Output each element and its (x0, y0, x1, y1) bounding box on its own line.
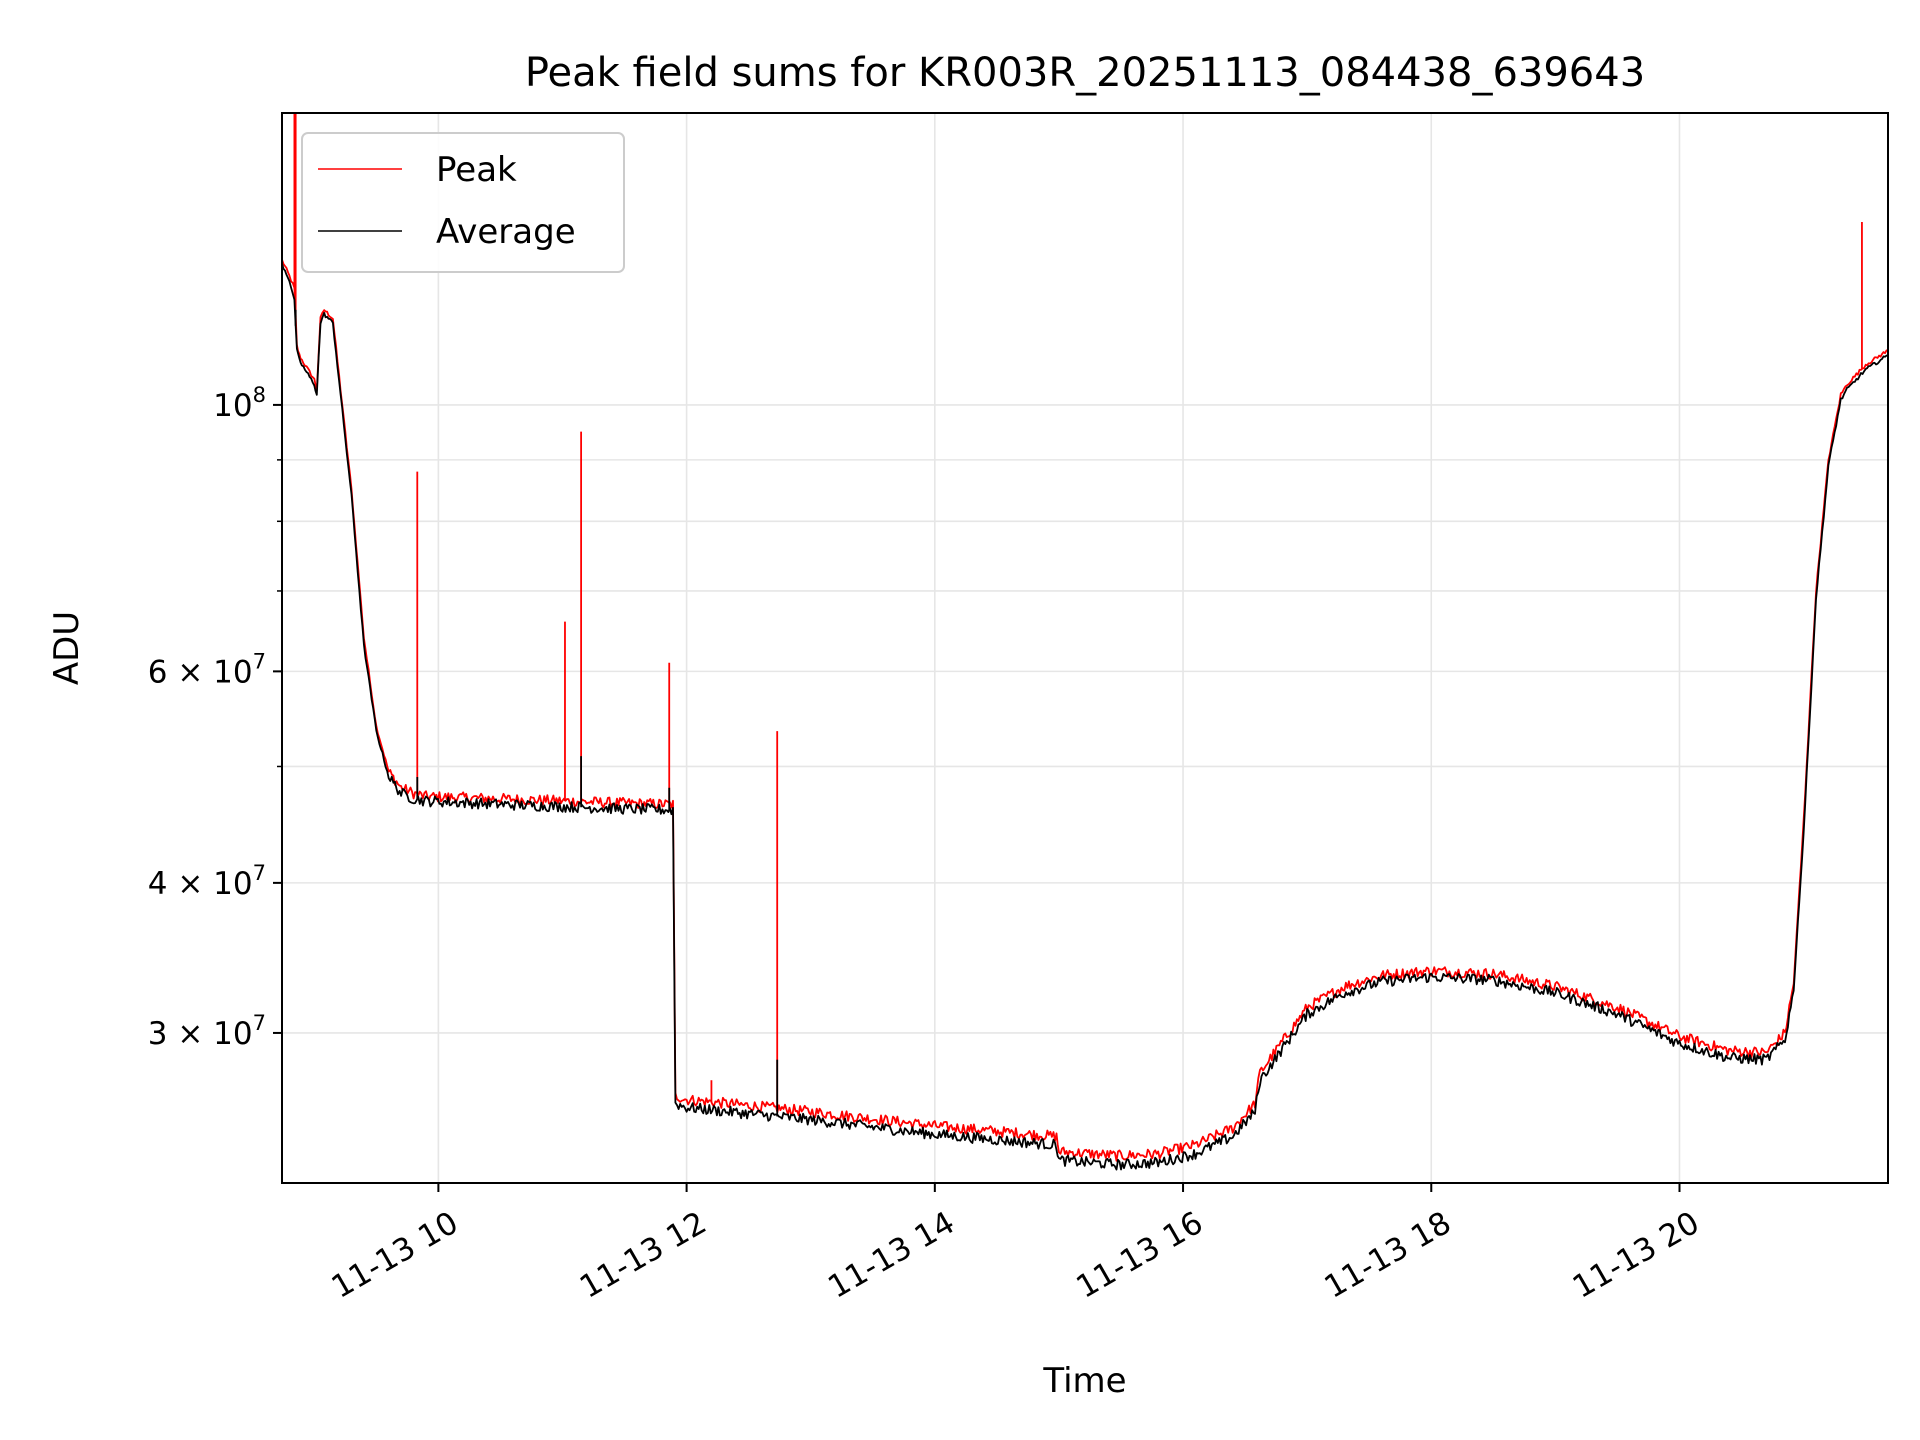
y-axis-label: ADU (47, 611, 87, 685)
legend-label-peak: Peak (436, 150, 517, 190)
legend-label-average: Average (436, 212, 576, 252)
y-tick-label: 6 × 107 (148, 649, 266, 690)
y-tick-label: 108 (213, 383, 266, 424)
plot-frame (281, 112, 1889, 1184)
legend-box (301, 132, 625, 273)
series-layer (281, 113, 1889, 1171)
series-average (281, 263, 1889, 1171)
series-line (281, 259, 1889, 1162)
legend: Peak Average (301, 132, 625, 273)
y-tick-label: 3 × 107 (148, 1011, 266, 1052)
series-peak (281, 113, 1889, 1162)
y-tick-label: 4 × 107 (148, 861, 266, 902)
series-line (281, 263, 1889, 1171)
chart-title: Peak field sums for KR003R_20251113_0844… (525, 50, 1645, 96)
x-axis-label: Time (1042, 1361, 1126, 1401)
grid (282, 113, 1888, 1183)
